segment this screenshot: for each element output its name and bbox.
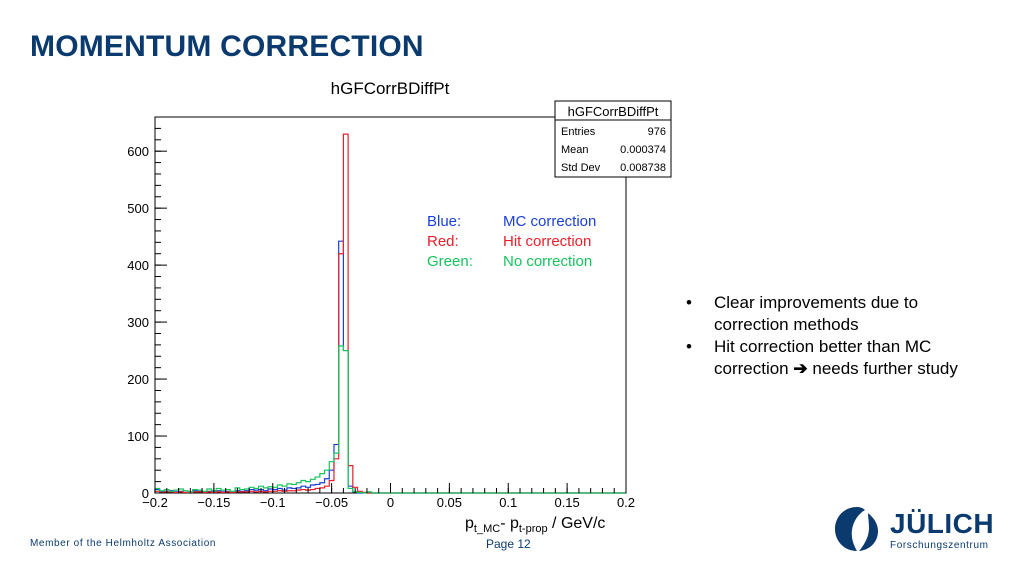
color-legend: Blue: MC correction Red: Hit correction … <box>427 213 596 270</box>
bullet-text: Hit correction better than MC correction… <box>714 336 986 380</box>
y-tick-label: 300 <box>127 315 149 330</box>
logo-name: JÜLICH <box>890 508 995 539</box>
legend-label-red: Red: <box>427 233 459 250</box>
page-number: Page 12 <box>486 537 531 551</box>
x-tick-label: 0.1 <box>499 495 517 510</box>
stats-label-entries: Entries <box>561 126 596 138</box>
y-tick-label: 200 <box>127 372 149 387</box>
x-label-sub2: t-prop <box>519 523 548 535</box>
histogram-series-no-correction <box>154 345 626 494</box>
x-tick-label: 0.05 <box>437 495 462 510</box>
x-tick-label: 0.15 <box>554 495 579 510</box>
y-tick-label: 0 <box>142 486 149 501</box>
stats-box: hGFCorrBDiffPt Entries 976 Mean 0.000374… <box>554 100 672 178</box>
bullet-list: • Clear improvements due to correction m… <box>686 292 986 380</box>
bullet-marker: • <box>686 293 692 312</box>
x-label-unit: / GeV/c <box>548 515 606 532</box>
footer-association: Member of the Helmholtz Association <box>30 538 217 549</box>
stats-value-stddev: 0.008738 <box>620 162 666 174</box>
legend-label-blue: Blue: <box>427 213 461 230</box>
logo-subtitle: Forschungszentrum <box>890 540 989 551</box>
x-tick-label: −0.05 <box>315 495 348 510</box>
stats-value-entries: 976 <box>648 126 666 138</box>
chart-title: hGFCorrBDiffPt <box>331 79 450 98</box>
x-tick-label: −0.2 <box>142 495 168 510</box>
x-tick-label: 0 <box>387 495 394 510</box>
x-tick-label: −0.15 <box>197 495 230 510</box>
histogram-series-hit-correction <box>154 133 626 494</box>
x-label-p1: p <box>465 515 474 532</box>
bullet-marker: • <box>686 337 692 356</box>
histogram-series-group <box>154 133 626 494</box>
slide-title: MOMENTUM CORRECTION <box>30 30 424 63</box>
x-axis: −0.2 −0.15 −0.1 −0.05 0 0.05 0.1 0.15 0.2 <box>142 483 635 510</box>
legend-value-red: Hit correction <box>503 233 591 250</box>
y-tick-label: 500 <box>127 201 149 216</box>
bullet-item: • Clear improvements due to correction m… <box>686 292 986 336</box>
bullet-text: Clear improvements due to correction met… <box>714 293 919 334</box>
juelich-logo-icon <box>835 507 878 551</box>
y-tick-label: 100 <box>127 429 149 444</box>
stats-value-mean: 0.000374 <box>620 144 666 156</box>
histogram-series-mc-correction <box>154 240 626 494</box>
y-tick-label: 400 <box>127 258 149 273</box>
stats-box-title: hGFCorrBDiffPt <box>568 104 659 119</box>
x-label-sub1: t_MC <box>474 523 500 535</box>
stats-label-mean: Mean <box>561 144 589 156</box>
x-tick-label: 0.2 <box>617 495 635 510</box>
x-tick-label: −0.1 <box>260 495 286 510</box>
bullet-item: • Hit correction better than MC correcti… <box>686 336 986 380</box>
x-label-p2: - p <box>500 515 519 532</box>
y-axis: 0 100 200 300 400 500 600 <box>127 116 167 501</box>
right-arrow-icon: ➔ <box>793 359 808 378</box>
y-tick-label: 600 <box>127 144 149 159</box>
legend-value-green: No correction <box>503 253 592 270</box>
x-axis-label: pt_MC- pt-prop / GeV/c <box>465 515 605 535</box>
legend-value-blue: MC correction <box>503 213 596 230</box>
bullet-text-before-arrow: Hit correction better than MC correction <box>714 337 932 378</box>
bullet-text-after-arrow: needs further study <box>812 359 958 378</box>
stats-label-stddev: Std Dev <box>561 162 601 174</box>
legend-label-green: Green: <box>427 253 473 270</box>
